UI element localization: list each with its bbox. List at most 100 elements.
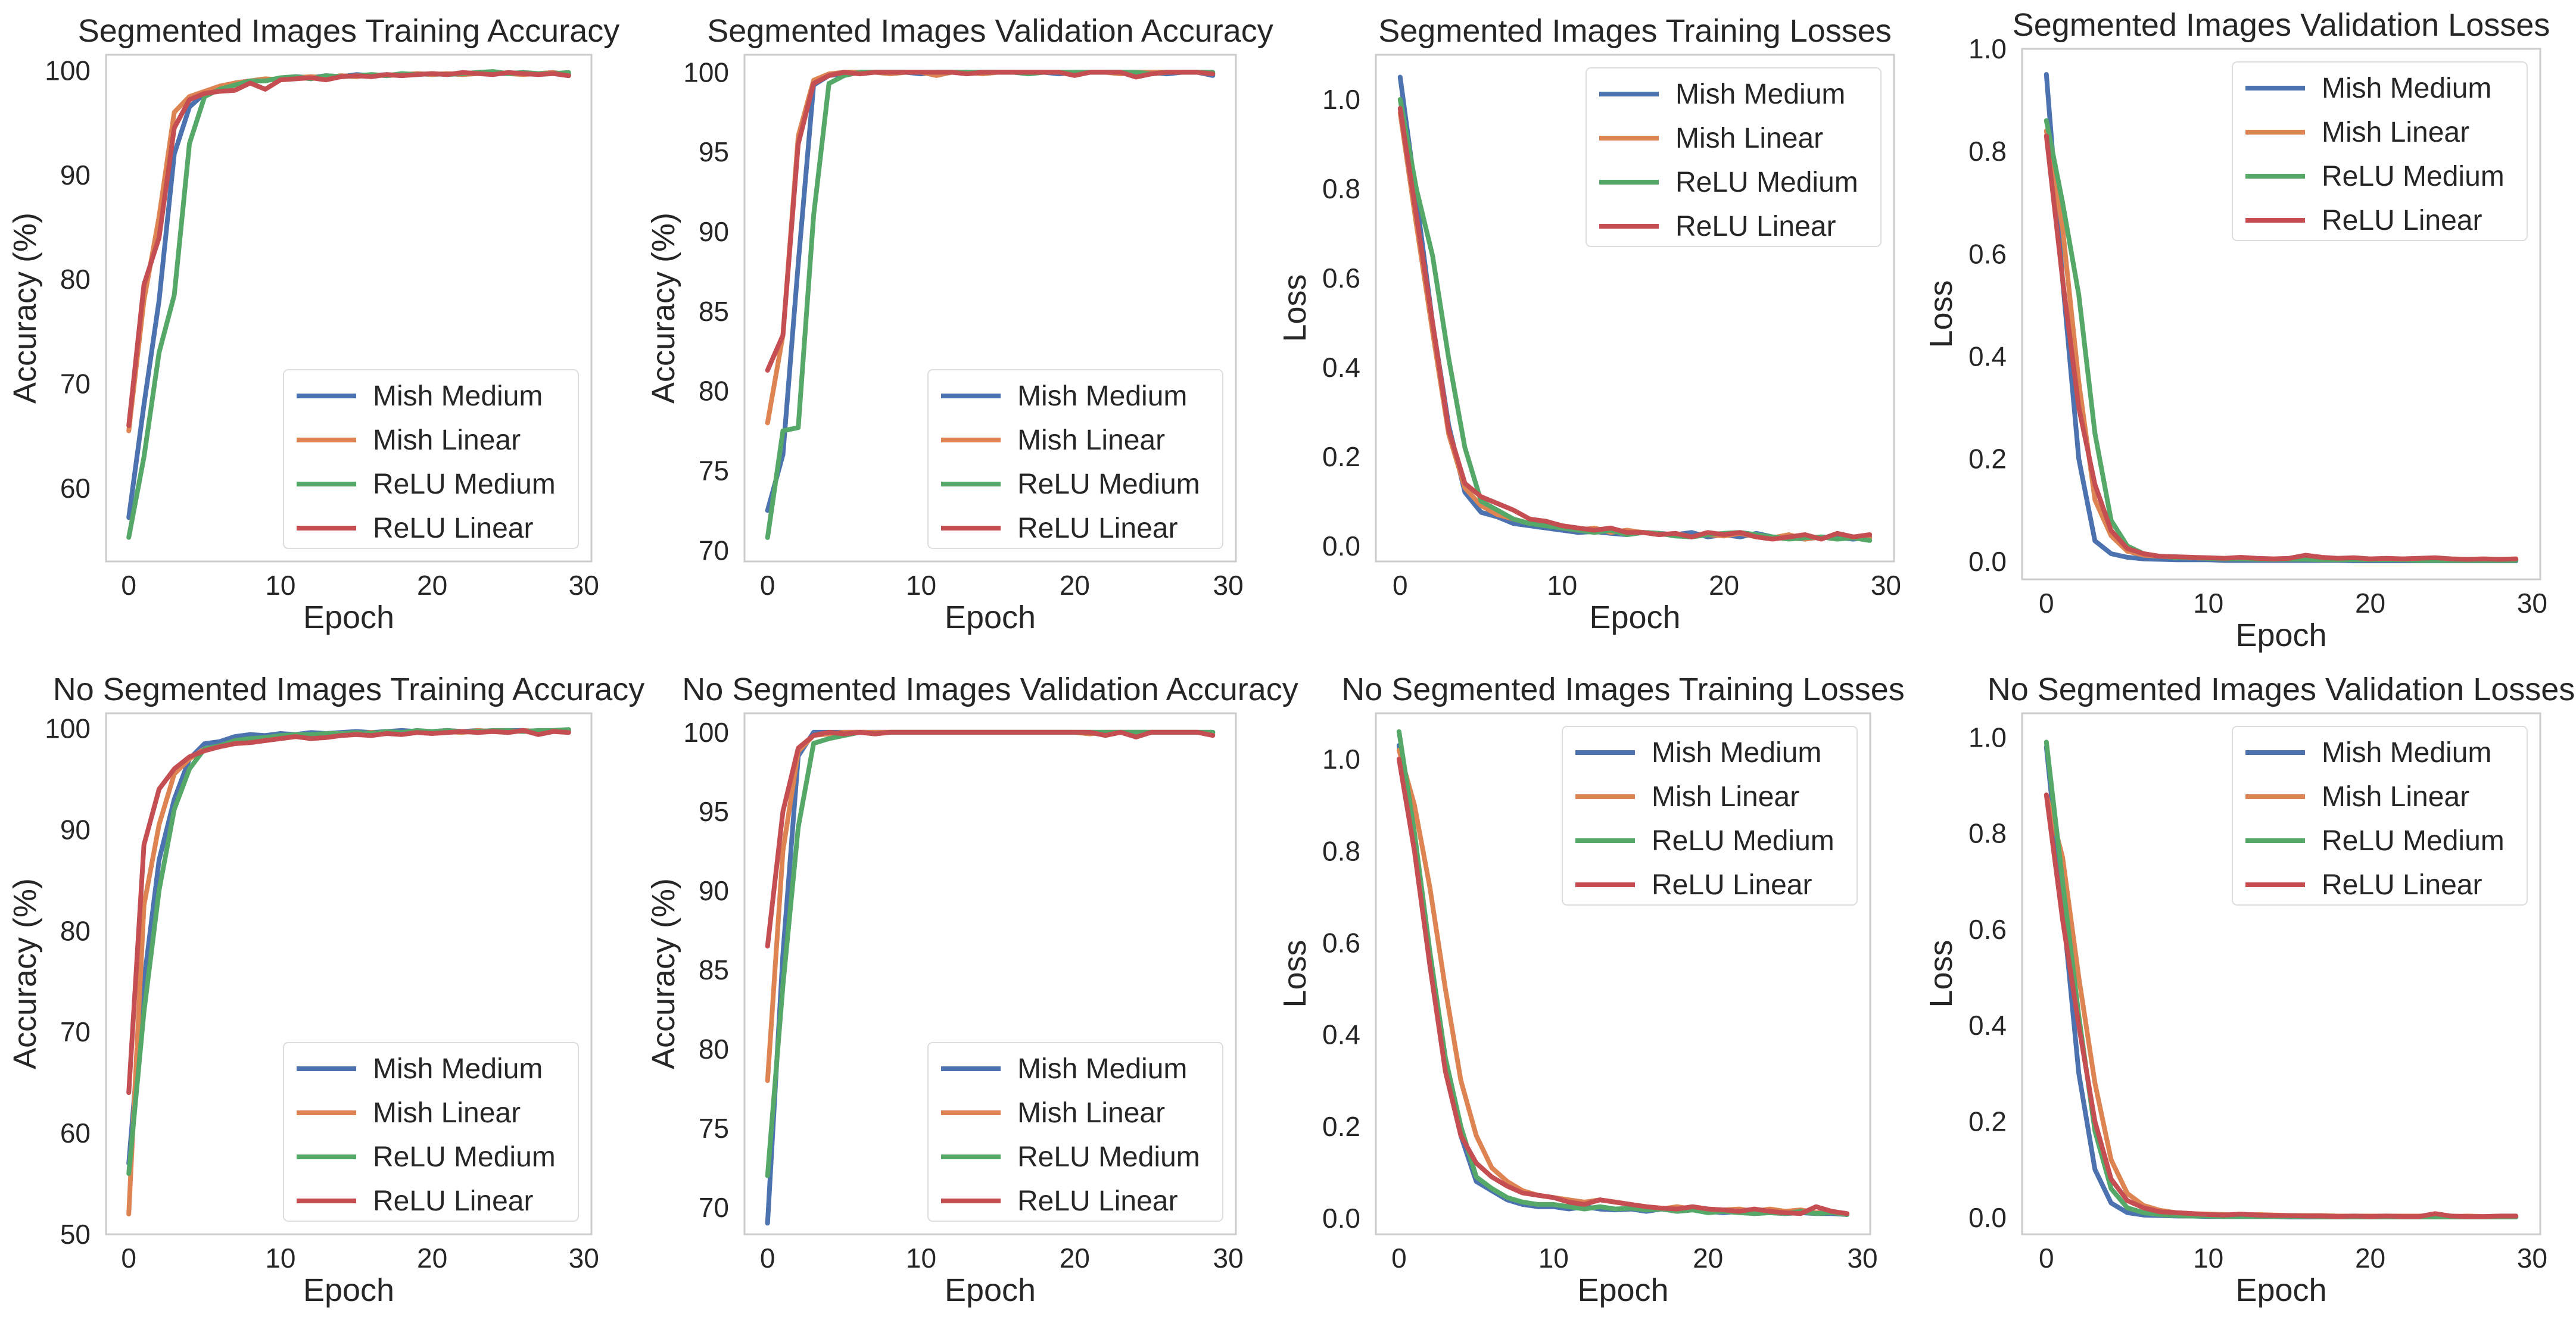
- chart-title: Segmented Images Validation Accuracy: [707, 13, 1273, 49]
- plot-frame: [2021, 712, 2541, 1235]
- y-tick-label: 90: [699, 875, 729, 906]
- y-axis-label: Accuracy (%): [646, 213, 681, 404]
- y-tick-label: 95: [699, 136, 729, 167]
- chart-panel-2: Segmented Images Validation Accuracy Epoc…: [646, 13, 1273, 635]
- x-tick-label: 0: [760, 570, 775, 601]
- x-axis-label: Epoch: [303, 600, 394, 635]
- chart-title: No Segmented Images Validation Losses: [1988, 672, 2575, 707]
- chart-panel-3: Segmented Images Training Losses Epoch Los…: [1277, 13, 1901, 635]
- x-axis-label: Epoch: [945, 600, 1036, 635]
- legend-entry: Mish Medium: [1652, 737, 1821, 769]
- legend-entry: Mish Medium: [1017, 380, 1187, 412]
- legend-box: [283, 369, 579, 549]
- x-tick-label: 30: [1213, 570, 1244, 601]
- x-tick-label: 10: [906, 1243, 936, 1274]
- x-axis-label: Epoch: [1577, 1272, 1668, 1308]
- plot-frame: [1375, 712, 1871, 1235]
- legend-entry: ReLU Medium: [1652, 825, 1834, 857]
- y-tick-label: 70: [699, 1192, 729, 1223]
- legend-entry: Mish Linear: [373, 1097, 521, 1129]
- y-tick-label: 80: [699, 376, 729, 407]
- plot-frame: [1375, 54, 1895, 563]
- y-tick-label: 0.4: [1968, 341, 2007, 372]
- x-axis-label: Epoch: [1589, 600, 1680, 635]
- legend-box: [2232, 726, 2528, 906]
- legend-box: [927, 1042, 1223, 1222]
- chart-title: No Segmented Images Validation Accuracy: [682, 672, 1298, 707]
- y-axis-label: Loss: [1923, 940, 1959, 1007]
- x-tick-label: 30: [2517, 588, 2547, 619]
- legend: Mish Medium Mish Linear ReLU Medium ReLU Li…: [283, 369, 579, 549]
- x-axis-label: Epoch: [945, 1272, 1036, 1308]
- legend-box: [283, 1042, 579, 1222]
- legend: Mish Medium Mish Linear ReLU Medium ReLU Li…: [1586, 67, 1882, 247]
- y-tick-label: 60: [60, 1118, 91, 1149]
- y-tick-label: 0.0: [1968, 1202, 2007, 1233]
- y-tick-label: 0.4: [1322, 352, 1360, 383]
- legend: Mish Medium Mish Linear ReLU Medium ReLU Li…: [927, 369, 1223, 549]
- legend-entry: Mish Linear: [1017, 1097, 1165, 1129]
- y-tick-label: 1.0: [1968, 33, 2007, 64]
- legend-entry: ReLU Medium: [2322, 825, 2505, 857]
- x-tick-label: 30: [1213, 1243, 1244, 1274]
- x-tick-label: 10: [2193, 1243, 2223, 1274]
- legend-entry: ReLU Medium: [1017, 1141, 1200, 1173]
- plot-frame: [743, 712, 1237, 1235]
- x-tick-label: 20: [1060, 570, 1090, 601]
- y-tick-label: 100: [683, 57, 729, 88]
- x-tick-label: 0: [2039, 588, 2054, 619]
- x-tick-label: 30: [569, 570, 599, 601]
- y-tick-label: 70: [60, 369, 91, 400]
- legend-box: [1562, 726, 1858, 906]
- series-line-relu-linear: [2044, 133, 2519, 562]
- x-tick-label: 20: [2355, 588, 2385, 619]
- y-tick-label: 85: [699, 954, 729, 985]
- y-tick-label: 0.8: [1968, 818, 2007, 849]
- legend-entry: Mish Linear: [2322, 117, 2469, 148]
- y-tick-label: 0.8: [1322, 173, 1360, 204]
- x-tick-label: 0: [1391, 1243, 1407, 1274]
- chart-panel-4: Segmented Images Validation Losses Epoch L…: [1923, 7, 2550, 653]
- x-tick-label: 30: [1871, 570, 1901, 601]
- plot-frame: [2021, 48, 2541, 581]
- x-tick-label: 0: [2039, 1243, 2054, 1274]
- x-tick-label: 20: [1060, 1243, 1090, 1274]
- y-tick-label: 90: [60, 814, 91, 845]
- y-tick-label: 90: [699, 216, 729, 247]
- legend: Mish Medium Mish Linear ReLU Medium ReLU Li…: [2232, 726, 2528, 906]
- y-axis-label: Loss: [1277, 274, 1313, 342]
- y-tick-label: 1.0: [1322, 744, 1360, 775]
- legend-entry: ReLU Linear: [373, 513, 534, 544]
- x-tick-label: 20: [1709, 570, 1739, 601]
- y-tick-label: 0.6: [1968, 238, 2007, 269]
- legend-entry: ReLU Linear: [373, 1185, 534, 1217]
- legend-entry: ReLU Linear: [1017, 513, 1178, 544]
- series-line-relu-linear: [1396, 757, 1850, 1216]
- legend-entry: Mish Medium: [373, 1053, 543, 1085]
- y-tick-label: 100: [45, 713, 91, 744]
- y-axis-label: Loss: [1277, 940, 1313, 1007]
- y-tick-label: 0.2: [1968, 444, 2007, 475]
- y-tick-label: 0.8: [1322, 835, 1360, 866]
- chart-panel-7: No Segmented Images Training Losses Epoch…: [1277, 672, 1905, 1308]
- y-tick-label: 80: [60, 915, 91, 946]
- x-tick-label: 30: [569, 1243, 599, 1274]
- x-tick-label: 10: [1547, 570, 1577, 601]
- plot-frame: [743, 54, 1237, 563]
- series-line-relu-linear: [126, 70, 571, 428]
- y-tick-label: 90: [60, 160, 91, 191]
- legend: Mish Medium Mish Linear ReLU Medium ReLU Li…: [2232, 61, 2528, 241]
- y-tick-label: 0.0: [1968, 546, 2007, 577]
- y-tick-label: 0.6: [1322, 263, 1360, 294]
- y-tick-label: 1.0: [1968, 722, 2007, 753]
- y-tick-label: 0.2: [1322, 1111, 1360, 1142]
- x-tick-label: 10: [1538, 1243, 1569, 1274]
- y-tick-label: 70: [60, 1016, 91, 1047]
- legend: Mish Medium Mish Linear ReLU Medium ReLU Li…: [1562, 726, 1858, 906]
- x-axis-label: Epoch: [2235, 1272, 2326, 1308]
- y-axis-label: Loss: [1923, 280, 1959, 348]
- chart-panel-5: No Segmented Images Training Accuracy Epo…: [7, 672, 644, 1308]
- x-tick-label: 0: [760, 1243, 775, 1274]
- y-tick-label: 80: [699, 1034, 729, 1065]
